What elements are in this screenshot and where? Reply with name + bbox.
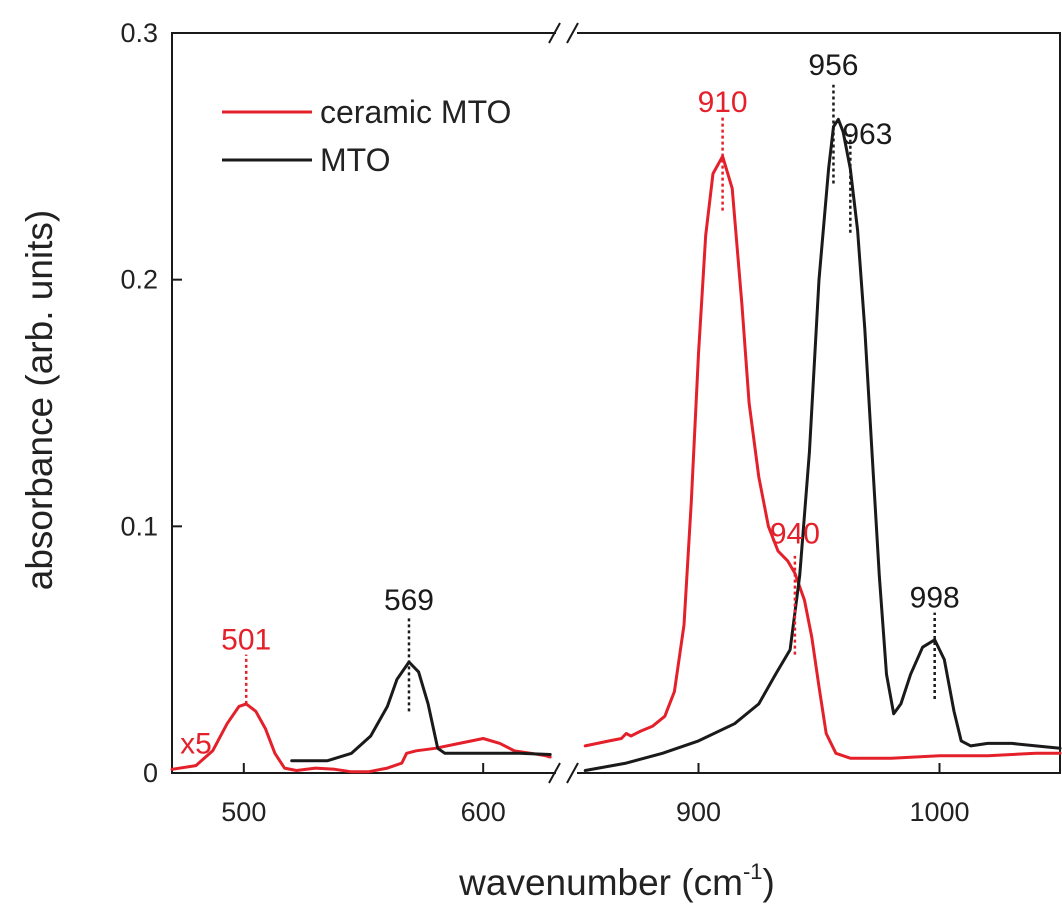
plot-border [171,32,1061,774]
peak-label-910: 910 [698,86,748,119]
x-tick-label: 900 [676,797,721,827]
x-axis-title-sup: -1 [743,859,763,884]
peak-label-501: 501 [221,624,271,657]
x-axis-title-end: ) [763,862,775,903]
peak-label-940: 940 [770,518,820,551]
legend: ceramic MTO MTO [222,94,511,178]
plot-frame [171,32,1061,774]
y-tick-label: 0 [143,758,158,788]
annotation-layer: x5 501 569 910 940 956 963 998 [180,49,960,760]
series-layer [170,117,1062,774]
peak-label-963: 963 [842,118,892,151]
x-axis-title-main: wavenumber (cm [458,862,743,903]
series-line-ceramic-mto-segment-1 [170,702,552,774]
axis-break-mark [566,762,579,784]
series-line-mto-segment-1 [290,660,552,763]
x-tick-label: 1000 [909,797,969,827]
axis-break-gap-top [556,29,577,37]
tick-layer: 0 0.1 0.2 0.3 500 600 900 1000 [120,18,969,827]
series-line-mto-segment-2 [583,117,1062,772]
peak-label-569: 569 [384,584,434,617]
peak-label-998: 998 [910,582,960,615]
y-axis-title: absorbance (arb. units) [19,210,60,590]
y-tick-label: 0.2 [120,265,158,295]
peak-label-x5: x5 [180,727,212,760]
y-tick-label: 0.3 [120,18,158,48]
x-tick-label: 600 [461,797,506,827]
series-line-ceramic-mto-segment-2 [583,154,1062,760]
peak-label-956: 956 [808,49,858,82]
legend-label-ceramic-mto: ceramic MTO [320,94,511,130]
axis-break-markers [548,22,579,784]
legend-label-mto: MTO [320,142,391,178]
x-tick-label: 500 [221,797,266,827]
axis-break-mark [566,22,579,44]
x-axis-title: wavenumber (cm-1) [458,859,775,903]
y-tick-label: 0.1 [120,511,158,541]
axis-break-mark [548,762,561,784]
axis-break-mark [548,22,561,44]
axis-break-gap-bottom [556,769,577,777]
